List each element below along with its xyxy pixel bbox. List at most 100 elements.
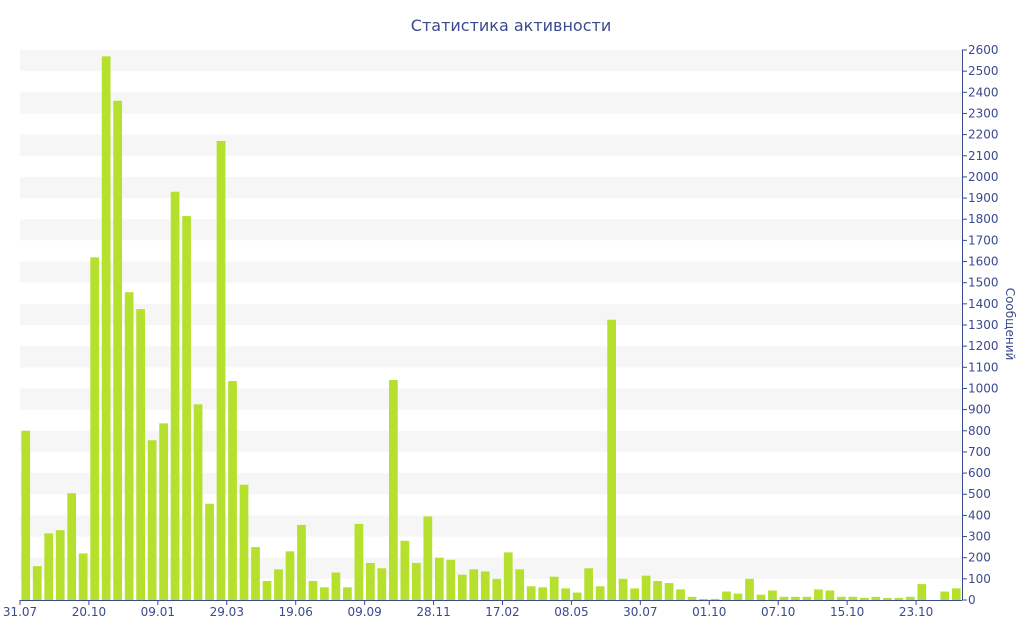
x-tick-label: 30.07: [623, 605, 657, 619]
bar: [377, 568, 387, 600]
bar: [366, 562, 375, 600]
y-tick-label: 2100: [968, 149, 999, 163]
bar: [882, 597, 892, 600]
bar: [768, 590, 777, 600]
bar: [216, 140, 226, 600]
bar: [687, 596, 697, 600]
y-tick-label: 700: [968, 445, 991, 459]
bar: [607, 319, 616, 600]
bar: [170, 191, 180, 600]
y-tick-label: 1000: [968, 381, 999, 395]
bar: [664, 583, 674, 600]
y-tick-label: 1700: [968, 233, 999, 247]
bar: [480, 571, 490, 600]
bar: [745, 578, 754, 600]
bar: [308, 580, 318, 600]
x-tick-label: 09.01: [141, 605, 175, 619]
grid-band: [20, 346, 962, 368]
y-tick-label: 1300: [968, 318, 999, 332]
x-tick-label: 31.07: [3, 605, 37, 619]
x-tick-label: 17.02: [485, 605, 519, 619]
bar: [641, 575, 651, 600]
y-tick-label: 1500: [968, 276, 999, 290]
bar: [549, 576, 559, 600]
x-tick-label: 19.06: [279, 605, 313, 619]
x-tick-label: 15.10: [830, 605, 864, 619]
bar: [917, 584, 927, 600]
grid-bands: [20, 50, 962, 579]
y-tick-label: 200: [968, 551, 991, 565]
bar: [21, 430, 31, 600]
grid-band: [20, 134, 962, 156]
y-tick-label: 2200: [968, 128, 999, 142]
y-tick-label: 2000: [968, 170, 999, 184]
bar: [44, 533, 54, 600]
bar: [239, 484, 249, 600]
bar: [699, 598, 708, 600]
bar: [469, 569, 479, 600]
y-tick-label: 2500: [968, 64, 999, 78]
y-tick-label: 1200: [968, 339, 999, 353]
y-tick-label: 1800: [968, 212, 999, 226]
y-tick-label: 400: [968, 508, 991, 522]
y-tick-label: 800: [968, 424, 991, 438]
x-tick-label: 20.10: [72, 605, 106, 619]
bar: [205, 503, 214, 600]
grid-band: [20, 303, 962, 325]
bar: [67, 493, 77, 600]
bar: [940, 591, 950, 600]
bar: [297, 524, 306, 600]
bar: [848, 596, 858, 600]
bar: [630, 588, 639, 600]
bar: [113, 100, 123, 601]
bar: [722, 591, 731, 600]
grid-band: [20, 473, 962, 495]
bar: [905, 596, 915, 600]
bar: [515, 569, 525, 600]
x-tick-label: 23.10: [899, 605, 933, 619]
bar: [951, 588, 961, 600]
bar: [894, 597, 904, 600]
bar: [388, 380, 398, 600]
x-tick-label: 07.10: [761, 605, 795, 619]
bar: [653, 580, 662, 600]
bar: [676, 589, 685, 600]
bar: [492, 578, 502, 600]
bar: [595, 586, 605, 600]
bar: [802, 596, 812, 600]
grid-band: [20, 430, 962, 452]
grid-band: [20, 176, 962, 199]
y-tick-label: 2600: [968, 43, 999, 57]
bar: [446, 559, 456, 600]
grid-band: [20, 92, 962, 114]
y-tick-label: 0: [968, 593, 976, 607]
grid-band: [20, 515, 962, 537]
bar: [78, 553, 88, 600]
bar: [859, 597, 869, 600]
bar: [101, 56, 111, 601]
bar: [274, 569, 283, 600]
bar: [814, 589, 823, 600]
bar: [182, 216, 191, 601]
bar: [193, 404, 203, 600]
bar: [423, 516, 433, 600]
bars-group: [21, 56, 961, 601]
bar: [871, 596, 881, 600]
bar: [32, 566, 42, 600]
y-tick-label: 600: [968, 466, 991, 480]
bar: [733, 593, 743, 600]
bar: [825, 590, 835, 600]
grid-band: [20, 261, 962, 283]
bar: [90, 257, 100, 600]
bar: [457, 574, 467, 600]
bar: [354, 523, 364, 600]
bar: [228, 381, 237, 600]
bar: [136, 309, 145, 600]
y-tick-label: 1900: [968, 191, 999, 205]
bar: [262, 580, 272, 600]
y-tick-label: 900: [968, 403, 991, 417]
grid-band: [20, 219, 962, 241]
bar: [147, 440, 157, 600]
x-axis-ticks: 31.07 20.10 09.01 29.03 19.06 09.09 28.11 17.02…: [3, 600, 933, 619]
bar: [159, 423, 168, 600]
